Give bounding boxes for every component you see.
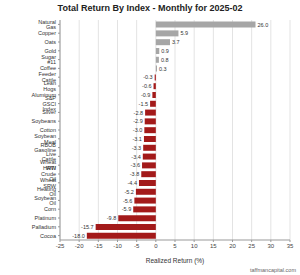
svg-text:20: 20 xyxy=(229,243,236,249)
svg-text:-0.9: -0.9 xyxy=(141,92,150,98)
svg-text:Cocoa: Cocoa xyxy=(40,233,57,239)
svg-text:Silver: Silver xyxy=(42,109,56,115)
svg-text:25: 25 xyxy=(248,243,255,249)
svg-text:Sugar#11: Sugar#11 xyxy=(41,54,56,66)
svg-text:-4.4: -4.4 xyxy=(127,180,136,186)
svg-text:15: 15 xyxy=(210,243,217,249)
svg-text:LeanHogs: LeanHogs xyxy=(43,80,56,92)
svg-text:0.3: 0.3 xyxy=(159,66,167,72)
svg-text:35: 35 xyxy=(287,243,292,249)
svg-text:-1.5: -1.5 xyxy=(139,101,148,107)
svg-text:-15.7: -15.7 xyxy=(81,224,94,230)
svg-text:Copper: Copper xyxy=(38,30,56,36)
svg-text:WTICrudeOil: WTICrudeOil xyxy=(41,165,56,182)
svg-text:5: 5 xyxy=(173,243,177,249)
svg-text:Palladium: Palladium xyxy=(32,224,57,230)
svg-text:-18.0: -18.0 xyxy=(72,233,85,239)
svg-text:-3.1: -3.1 xyxy=(132,136,141,142)
svg-text:0: 0 xyxy=(154,243,158,249)
svg-text:3.7: 3.7 xyxy=(172,39,180,45)
svg-text:NaturalGas: NaturalGas xyxy=(38,19,56,31)
svg-text:Platinum: Platinum xyxy=(35,215,57,221)
svg-text:30: 30 xyxy=(267,243,274,249)
svg-text:-0.6: -0.6 xyxy=(142,83,151,89)
svg-text:10: 10 xyxy=(191,243,198,249)
svg-text:-3.4: -3.4 xyxy=(131,154,140,160)
svg-text:0.9: 0.9 xyxy=(161,48,169,54)
svg-text:-5.9: -5.9 xyxy=(122,206,131,212)
svg-text:WheatHRW: WheatHRW xyxy=(40,159,57,171)
svg-text:-5: -5 xyxy=(134,243,140,249)
svg-text:-3.8: -3.8 xyxy=(130,171,139,177)
svg-text:-5.2: -5.2 xyxy=(124,189,133,195)
svg-text:-3.0: -3.0 xyxy=(133,127,142,133)
svg-text:-3.6: -3.6 xyxy=(131,162,140,168)
svg-text:5.9: 5.9 xyxy=(180,30,188,36)
svg-text:-0.3: -0.3 xyxy=(143,74,152,80)
svg-text:-5.6: -5.6 xyxy=(123,198,132,204)
svg-text:Realized Return (%): Realized Return (%) xyxy=(146,257,205,265)
svg-text:-2.8: -2.8 xyxy=(134,110,143,116)
svg-text:-25: -25 xyxy=(56,243,65,249)
svg-text:-20: -20 xyxy=(75,243,84,249)
svg-text:-9.8: -9.8 xyxy=(107,215,116,221)
svg-text:SoybeanOil: SoybeanOil xyxy=(34,195,56,207)
svg-text:Corn: Corn xyxy=(44,206,56,212)
svg-text:-15: -15 xyxy=(94,243,103,249)
svg-text:-3.3: -3.3 xyxy=(132,145,141,151)
svg-text:Soybeans: Soybeans xyxy=(32,118,57,124)
svg-text:Oats: Oats xyxy=(44,39,56,45)
svg-text:-2.9: -2.9 xyxy=(133,118,142,124)
svg-text:-10: -10 xyxy=(113,243,122,249)
svg-text:0.8: 0.8 xyxy=(161,57,169,63)
svg-text:26.0: 26.0 xyxy=(258,22,269,28)
